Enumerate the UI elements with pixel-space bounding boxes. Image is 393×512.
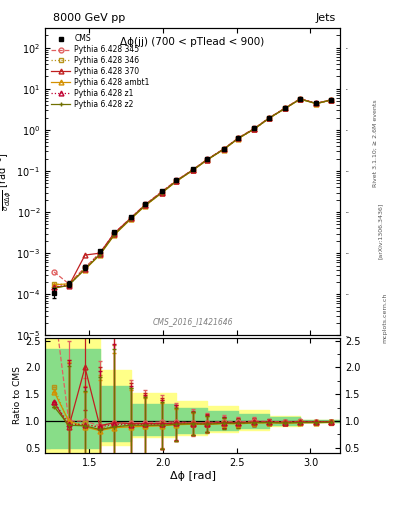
Legend: CMS, Pythia 6.428 345, Pythia 6.428 346, Pythia 6.428 370, Pythia 6.428 ambt1, P: CMS, Pythia 6.428 345, Pythia 6.428 346,… bbox=[49, 32, 152, 111]
Text: 8000 GeV pp: 8000 GeV pp bbox=[53, 13, 125, 23]
Text: CMS_2016_I1421646: CMS_2016_I1421646 bbox=[152, 317, 233, 326]
Y-axis label: $\frac{1}{\sigma}\frac{d\sigma}{d\Delta\phi}$ [rad$^{-1}$]: $\frac{1}{\sigma}\frac{d\sigma}{d\Delta\… bbox=[0, 153, 13, 211]
Text: Jets: Jets bbox=[316, 13, 336, 23]
Text: Δϕ(jj) (700 < pTlead < 900): Δϕ(jj) (700 < pTlead < 900) bbox=[120, 37, 265, 48]
Text: mcplots.cern.ch: mcplots.cern.ch bbox=[383, 292, 387, 343]
Text: [arXiv:1306.3436]: [arXiv:1306.3436] bbox=[378, 202, 383, 259]
X-axis label: Δϕ [rad]: Δϕ [rad] bbox=[169, 471, 216, 481]
Y-axis label: Ratio to CMS: Ratio to CMS bbox=[13, 367, 22, 424]
Text: Rivet 3.1.10; ≥ 2.6M events: Rivet 3.1.10; ≥ 2.6M events bbox=[373, 99, 378, 187]
